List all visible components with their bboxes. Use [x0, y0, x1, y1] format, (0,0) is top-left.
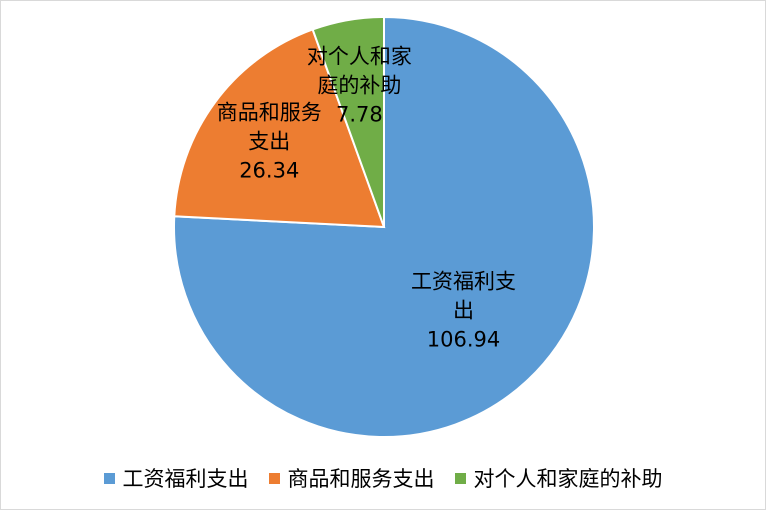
- data-label: 商品和服务支出 26.34: [204, 98, 334, 185]
- label-value: 106.94: [426, 327, 501, 352]
- legend-label: 商品和服务支出: [287, 467, 435, 491]
- label-name: 对个人和家庭的补助: [306, 44, 412, 98]
- pie-slice: [173, 15, 595, 438]
- legend-item: 工资福利支出: [103, 463, 249, 493]
- label-name: 工资福利支出: [411, 269, 517, 323]
- data-label: 对个人和家庭的补助 7.78: [294, 43, 424, 130]
- legend-label: 工资福利支出: [122, 467, 249, 491]
- legend-swatch: [268, 472, 280, 484]
- label-name: 商品和服务支出: [216, 100, 322, 154]
- legend: 工资福利支出 商品和服务支出 对个人和家庭的补助: [1, 463, 765, 493]
- legend-item: 商品和服务支出: [268, 463, 435, 493]
- data-label: 工资福利支出 106.94: [399, 267, 529, 354]
- pie-slice: [311, 15, 385, 228]
- legend-label: 对个人和家庭的补助: [473, 467, 663, 491]
- legend-swatch: [103, 472, 115, 484]
- label-value: 26.34: [239, 158, 300, 183]
- label-value: 7.78: [335, 102, 383, 127]
- pie-slice: [173, 28, 386, 229]
- legend-item: 对个人和家庭的补助: [454, 463, 663, 493]
- legend-swatch: [454, 472, 466, 484]
